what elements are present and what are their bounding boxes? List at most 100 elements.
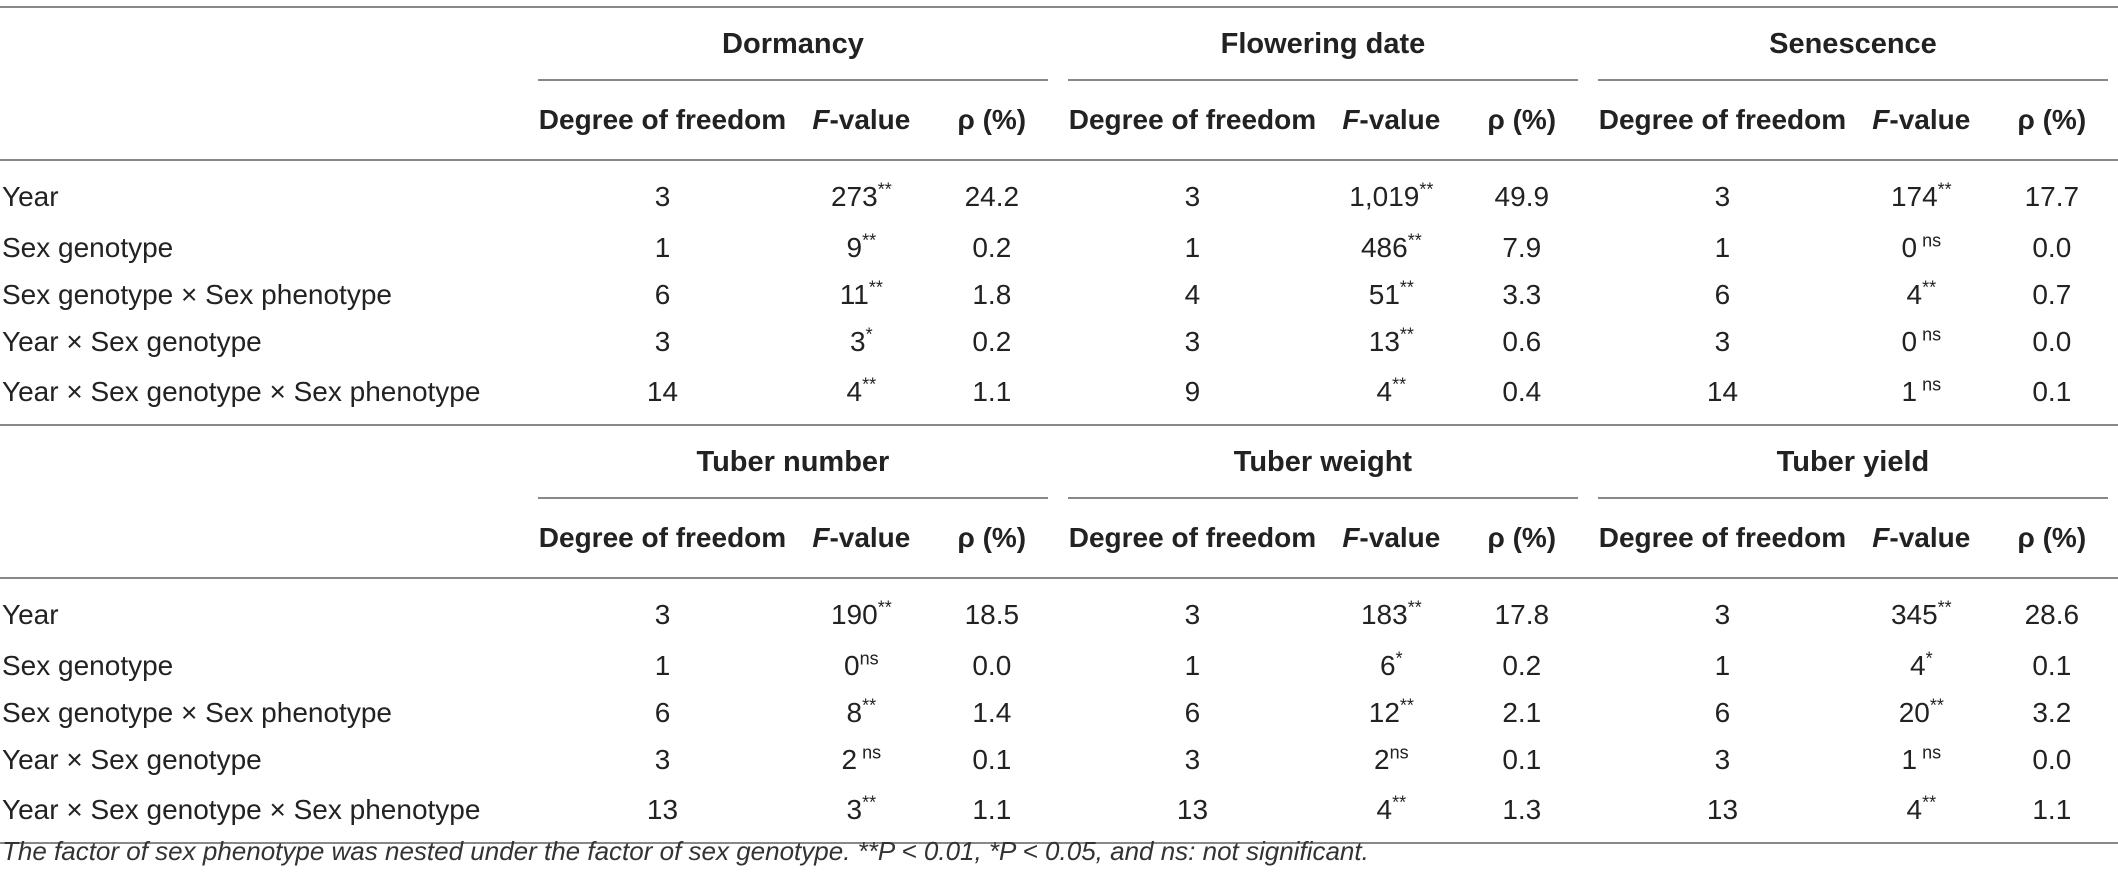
significance-mark: **	[877, 597, 892, 618]
f-letter: F	[1342, 522, 1360, 553]
dof-header: Degree of freedom	[527, 81, 798, 161]
table-row: Sex genotype 1 9** 0.2 1 486** 7.9 1 0 ns 0.0	[0, 224, 2118, 271]
f-value-header: F-value	[1856, 81, 1986, 161]
dof-cell: 3	[654, 743, 671, 775]
significance-mark: **	[1399, 277, 1414, 298]
rho-cell: 1.1	[925, 783, 1058, 844]
f-value-header: F-value	[1327, 81, 1456, 161]
f-value: 3	[846, 793, 863, 825]
f-letter: F	[812, 522, 830, 553]
table-footnote: The factor of sex phenotype was nested u…	[2, 836, 1369, 866]
rho-cell: 0.0	[972, 649, 1012, 681]
f-value: 4	[1906, 278, 1923, 310]
rho-cell: 0.7	[2032, 278, 2072, 310]
f-value: 51	[1368, 278, 1400, 310]
dof-cell: 6	[1714, 278, 1731, 310]
f-value-cell: 8**	[797, 689, 926, 736]
table-row: Year × Sex genotype × Sex phenotype 14 4**…	[0, 365, 2118, 426]
f-value: 0	[844, 649, 860, 681]
f-value: 6	[1380, 649, 1396, 681]
f-value-cell: 0 ns	[1857, 224, 1986, 271]
rho-cell: 28.6	[2024, 598, 2080, 630]
dof-cell: 3	[1184, 325, 1201, 357]
significance-mark: **	[1922, 277, 1937, 298]
rho-cell: 7.9	[1502, 231, 1542, 263]
significance-mark: ns	[1389, 742, 1409, 763]
f-value-cell: 1 ns	[1856, 365, 1986, 426]
dof-cell: 1	[654, 231, 671, 263]
corner-cell	[0, 81, 528, 161]
f-suffix: -value	[1889, 522, 1971, 553]
f-value-cell: 12**	[1327, 689, 1456, 736]
dof-header: Degree of freedom	[527, 499, 798, 579]
table-row: Sex genotype 1 0ns 0.0 1 6* 0.2 1 4* 0.1	[0, 642, 2118, 689]
dof-cell: 6	[654, 696, 671, 728]
significance-mark: **	[862, 792, 877, 813]
f-value-cell: 4**	[1327, 783, 1456, 844]
dof-cell: 1	[1184, 231, 1201, 263]
column-header-row: Degree of freedom F-value ρ (%) Degree of f…	[0, 499, 2118, 579]
rho-header: ρ (%)	[925, 499, 1058, 579]
table-row: Year × Sex genotype 3 2 ns 0.1 3 2ns 0.1 3 1 ns 0…	[0, 736, 2118, 783]
group-header-row: Dormancy Flowering date Senescence	[0, 8, 2118, 81]
f-value: 4	[1376, 375, 1393, 407]
table-row: Year 3 273** 24.2 3 1,019** 49.9 3 174** 17.7	[0, 160, 2118, 224]
f-value: 273	[830, 180, 878, 212]
f-value-cell: 2 ns	[797, 736, 926, 783]
f-value-cell: 0 ns	[1857, 318, 1986, 365]
significance-mark: ns	[857, 742, 882, 763]
f-value-header: F-value	[797, 81, 926, 161]
f-value-cell: 190**	[797, 578, 926, 642]
f-value: 174	[1890, 180, 1938, 212]
significance-mark: **	[1399, 695, 1414, 716]
dof-cell: 3	[1184, 743, 1201, 775]
f-value-cell: 1,019**	[1327, 160, 1456, 224]
group-header: Tuber number	[528, 425, 1058, 499]
f-value-cell: 4**	[797, 365, 926, 426]
corner-cell	[0, 425, 528, 499]
anova-table: Dormancy Flowering date Senescence Degree o…	[0, 6, 2118, 844]
rho-header: ρ (%)	[1985, 499, 2118, 579]
dof-cell: 14	[527, 365, 798, 426]
rho-header: ρ (%)	[1455, 81, 1588, 161]
rho-cell: 17.7	[2024, 180, 2080, 212]
rho-cell: 1.8	[972, 278, 1012, 310]
rho-cell: 0.2	[972, 325, 1012, 357]
rho-cell: 0.6	[1502, 325, 1542, 357]
f-letter: F	[1872, 522, 1890, 553]
significance-mark: **	[1392, 792, 1407, 813]
f-suffix: -value	[1359, 522, 1441, 553]
dof-cell: 3	[1184, 598, 1201, 630]
significance-mark: **	[1407, 597, 1422, 618]
rho-cell: 17.8	[1494, 598, 1550, 630]
group-header: Dormancy	[528, 8, 1058, 81]
significance-mark: ns	[1917, 230, 1942, 251]
row-label: Year × Sex genotype	[2, 743, 262, 775]
f-value-cell: 0ns	[797, 642, 926, 689]
rho-cell: 2.1	[1502, 696, 1542, 728]
f-value-header: F-value	[1327, 499, 1456, 579]
row-label: Year	[2, 598, 59, 630]
significance-mark: ns	[1917, 742, 1942, 763]
dof-header: Degree of freedom	[1057, 499, 1327, 579]
row-label: Sex genotype × Sex phenotype	[2, 696, 392, 728]
significance-mark: **	[862, 695, 877, 716]
significance-mark: *	[1925, 648, 1933, 669]
rho-cell: 0.4	[1455, 365, 1588, 426]
rho-header: ρ (%)	[1455, 499, 1588, 579]
f-value-cell: 11**	[797, 271, 926, 318]
f-value-cell: 13**	[1327, 318, 1456, 365]
f-value: 183	[1360, 598, 1408, 630]
row-label: Sex genotype × Sex phenotype	[2, 278, 392, 310]
significance-mark: **	[1419, 179, 1434, 200]
f-value: 20	[1898, 696, 1930, 728]
rho-header: ρ (%)	[1985, 81, 2118, 161]
significance-mark: **	[868, 277, 883, 298]
group-header-row: Tuber number Tuber weight Tuber yield	[0, 425, 2118, 499]
significance-mark: **	[1407, 230, 1422, 251]
f-letter: F	[1342, 104, 1360, 135]
significance-mark: *	[1395, 648, 1403, 669]
f-value-cell: 4**	[1857, 271, 1986, 318]
significance-mark: ns	[859, 648, 879, 669]
rho-cell: 0.2	[1502, 649, 1542, 681]
